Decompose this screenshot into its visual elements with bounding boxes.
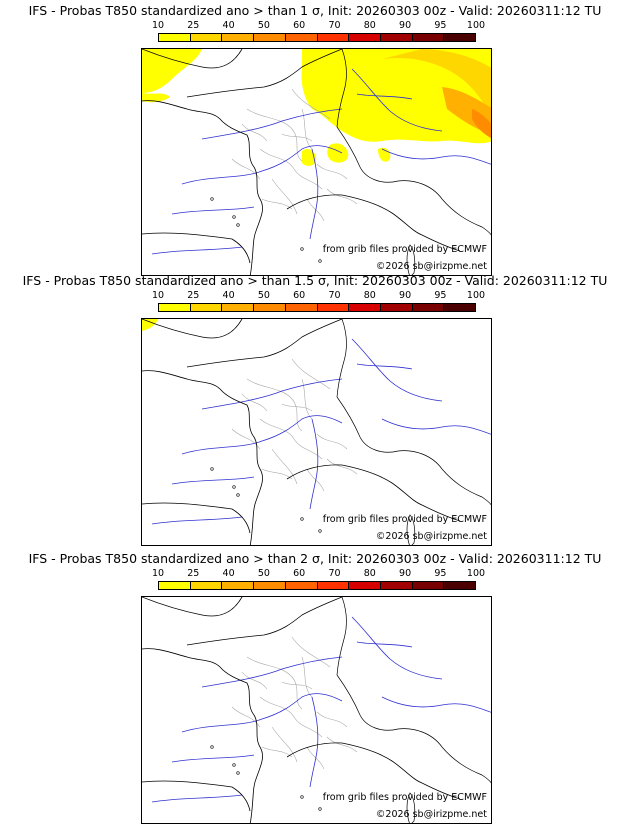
panel-title: IFS - Probas T850 standardized ano > tha… — [28, 551, 602, 566]
colorbar-tick: 25 — [187, 290, 200, 301]
map-france: from grib files provided by ECMWF ©2026 … — [141, 318, 492, 546]
colorbar-tick: 100 — [466, 20, 486, 31]
colorbar-tick: 60 — [293, 290, 306, 301]
colorbar-bin — [444, 34, 476, 41]
colorbar-tick: 70 — [328, 568, 341, 579]
probability-area — [382, 49, 491, 117]
colorbar-tick: 50 — [257, 290, 270, 301]
map-canvas — [142, 49, 491, 275]
colorbar-tick: 40 — [222, 290, 235, 301]
colorbar-tick: 10 — [151, 290, 165, 301]
copyright: ©2026 sb@irizpme.net — [375, 809, 487, 820]
colorbar-bin — [222, 582, 255, 589]
colorbar-labels: 10 25 40 50 60 70 80 90 95 100 — [152, 20, 485, 32]
colorbar-tick: 95 — [434, 290, 447, 301]
colorbar-tick: 80 — [363, 20, 376, 31]
colorbar-bin — [412, 34, 445, 41]
colorbar-bin — [317, 304, 350, 311]
copyright: ©2026 sb@irizpme.net — [375, 531, 487, 542]
probability-area — [472, 109, 491, 138]
colorbar-tick: 50 — [257, 568, 270, 579]
colorbar-bin — [254, 582, 286, 589]
panel-1-5sigma: IFS - Probas T850 standardized ano > tha… — [0, 270, 630, 546]
colorbar-bin — [190, 582, 223, 589]
map-france: from grib files provided by ECMWF ©2026 … — [141, 596, 492, 824]
colorbar-bin — [159, 304, 191, 311]
source-credit: from grib files provided by ECMWF — [322, 244, 487, 255]
colorbar-bin — [285, 582, 318, 589]
colorbar-bin — [317, 582, 350, 589]
colorbar-tick: 95 — [434, 20, 447, 31]
colorbar-bin — [159, 582, 191, 589]
colorbar-bin — [222, 304, 255, 311]
colorbar-bin — [349, 34, 381, 41]
colorbar-tick: 100 — [466, 290, 486, 301]
colorbar-tick: 80 — [363, 568, 376, 579]
colorbar-bin — [380, 304, 413, 311]
colorbar-bin — [380, 34, 413, 41]
colorbar-tick: 60 — [293, 20, 306, 31]
panel-title: IFS - Probas T850 standardized ano > tha… — [22, 273, 608, 288]
colorbar-bin — [190, 34, 223, 41]
source-credit: from grib files provided by ECMWF — [322, 514, 487, 525]
colorbar-tick: 70 — [328, 290, 341, 301]
colorbar-tick: 10 — [151, 568, 165, 579]
probability-area — [142, 93, 170, 103]
probability-area — [142, 49, 202, 93]
colorbar-bin — [412, 582, 445, 589]
colorbar-bin — [349, 582, 381, 589]
probability-area — [327, 143, 349, 163]
colorbar-tick: 70 — [328, 20, 341, 31]
colorbar-tick: 25 — [187, 568, 200, 579]
map-canvas — [142, 597, 491, 823]
colorbar-bin — [444, 582, 476, 589]
colorbar-bin — [285, 304, 318, 311]
colorbar-tick: 60 — [293, 568, 306, 579]
colorbar-bin — [254, 34, 286, 41]
colorbar-tick: 10 — [151, 20, 165, 31]
probability-area — [301, 49, 491, 144]
panel-1sigma: IFS - Probas T850 standardized ano > tha… — [0, 0, 630, 276]
colorbar-tick: 90 — [399, 290, 412, 301]
colorbar-tick: 80 — [363, 290, 376, 301]
copyright: ©2026 sb@irizpme.net — [375, 261, 487, 272]
map-canvas — [142, 319, 491, 545]
colorbar-bin — [159, 34, 191, 41]
source-credit: from grib files provided by ECMWF — [322, 792, 487, 803]
colorbar-bin — [222, 34, 255, 41]
colorbar-bin — [412, 304, 445, 311]
colorbar-bin — [285, 34, 318, 41]
colorbar-bin — [254, 304, 286, 311]
colorbar — [158, 33, 476, 42]
colorbar — [158, 581, 476, 590]
probability-area — [142, 319, 158, 331]
colorbar-tick: 100 — [466, 568, 486, 579]
colorbar-bin — [349, 304, 381, 311]
colorbar-labels: 10 25 40 50 60 70 80 90 95 100 — [152, 290, 485, 302]
colorbar-tick: 90 — [399, 20, 412, 31]
colorbar-tick: 90 — [399, 568, 412, 579]
colorbar-bin — [444, 304, 476, 311]
colorbar-bin — [380, 582, 413, 589]
colorbar-tick: 95 — [434, 568, 447, 579]
colorbar — [158, 303, 476, 312]
colorbar-tick: 25 — [187, 20, 200, 31]
map-france: from grib files provided by ECMWF ©2026 … — [141, 48, 492, 276]
colorbar-tick: 40 — [222, 20, 235, 31]
colorbar-bin — [317, 34, 350, 41]
colorbar-tick: 50 — [257, 20, 270, 31]
panel-title: IFS - Probas T850 standardized ano > tha… — [28, 3, 602, 18]
colorbar-tick: 40 — [222, 568, 235, 579]
colorbar-bin — [190, 304, 223, 311]
colorbar-labels: 10 25 40 50 60 70 80 90 95 100 — [152, 568, 485, 580]
panel-2sigma: IFS - Probas T850 standardized ano > tha… — [0, 548, 630, 824]
